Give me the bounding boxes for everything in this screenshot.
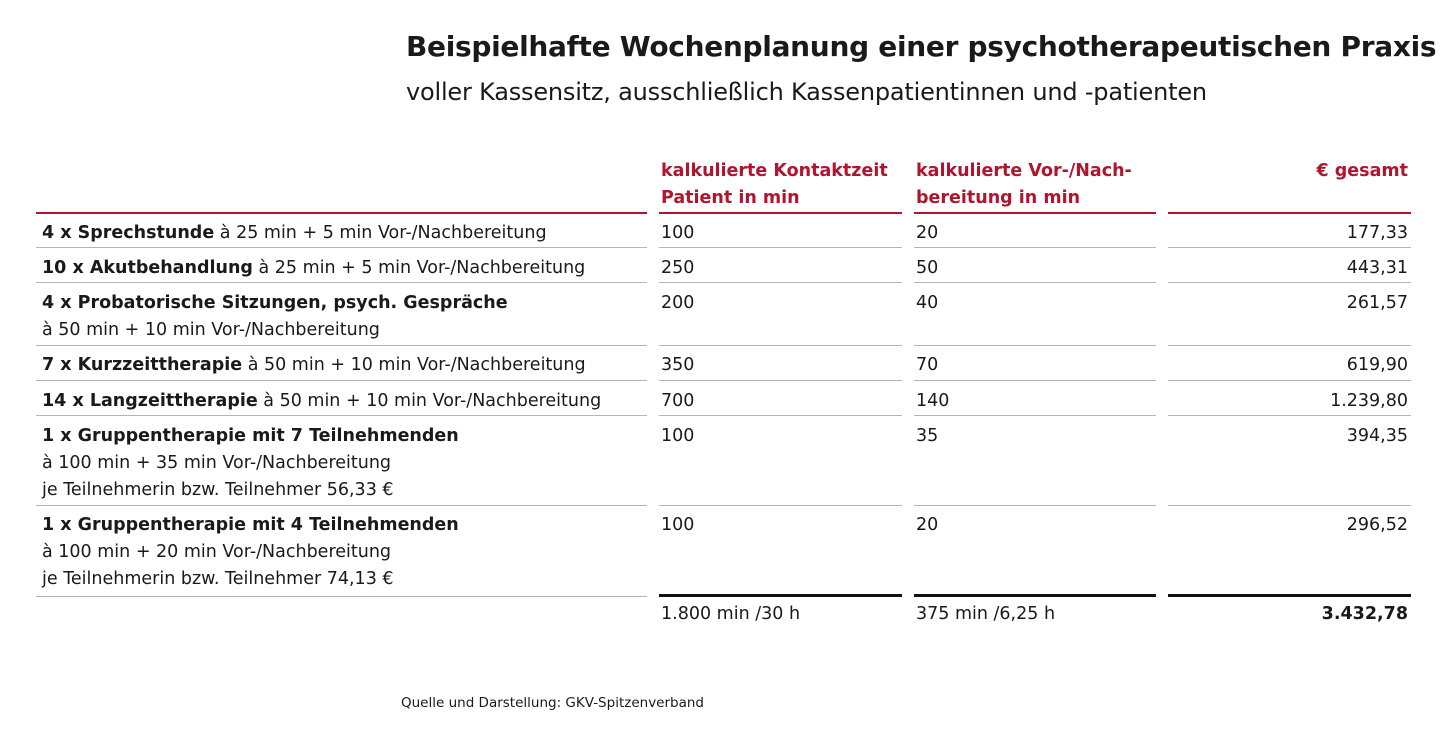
row-activity: 10 x Akutbehandlung [42,258,253,278]
row-activity: 1 x Gruppentherapie mit 7 Teilnehmenden [42,426,459,446]
row-separator [1168,282,1411,283]
row-separator [36,282,647,283]
row-detail: à 50 min + 10 min Vor-/Nachbereitung [242,355,586,375]
header-prep-line2: bereitung in min [916,188,1081,208]
row-separator [1168,380,1411,381]
row-separator [914,282,1156,283]
row-separator [659,415,902,416]
row-description-line1: 10 x Akutbehandlung à 25 min + 5 min Vor… [42,255,585,282]
row-detail: à 50 min + 10 min Vor-/Nachbereitung [257,391,602,411]
row-separator [659,380,902,381]
total-rule [914,594,1156,597]
total-contact: 1.800 min /30 h [661,604,801,624]
row-contact-time: 350 [661,355,695,375]
header-total-label: € gesamt [1316,161,1409,181]
header-rule [914,212,1156,214]
row-description-line2: à 100 min + 20 min Vor-/Nachbereitung [42,542,392,562]
row-description-line1: 7 x Kurzzeittherapie à 50 min + 10 min V… [42,352,586,379]
row-activity: 4 x Probatorische Sitzungen, psych. Gesp… [42,293,508,313]
header-contact-time: kalkulierte Kontaktzeit Patient in min [661,158,888,212]
header-rule [1168,212,1411,214]
row-description-line2: à 50 min + 10 min Vor-/Nachbereitung [42,320,380,340]
row-description: 1 x Gruppentherapie mit 7 Teilnehmenden à… [42,423,459,504]
row-separator [36,247,647,248]
row-detail: à 25 min + 5 min Vor-/Nachbereitung [252,258,586,278]
page-title: Beispielhafte Wochenplanung einer psycho… [406,30,1437,63]
row-description: 4 x Probatorische Sitzungen, psych. Gesp… [42,290,508,344]
row-prep-time: 50 [916,258,939,278]
header-prep-line1: kalkulierte Vor-/Nach- [916,161,1132,181]
row-total: 619,90 [1346,355,1408,375]
row-separator [659,247,902,248]
header-rule [36,212,647,214]
header-prep-time: kalkulierte Vor-/Nach- bereitung in min [916,158,1132,212]
row-contact-time: 250 [661,258,695,278]
header-contact-line2: Patient in min [661,188,800,208]
row-description-line1: 1 x Gruppentherapie mit 7 Teilnehmenden [42,423,459,450]
row-description-line1: 1 x Gruppentherapie mit 4 Teilnehmenden [42,512,459,539]
row-separator [914,380,1156,381]
header-rule [659,212,902,214]
row-total: 443,31 [1346,258,1408,278]
row-prep-time: 20 [916,515,939,535]
row-description-line3: je Teilnehmerin bzw. Teilnehmer 74,13 € [42,569,394,589]
row-separator [659,345,902,346]
row-separator [659,282,902,283]
row-prep-time: 40 [916,293,939,313]
row-description: 10 x Akutbehandlung à 25 min + 5 min Vor… [42,255,585,282]
row-prep-time: 35 [916,426,939,446]
source-note: Quelle und Darstellung: GKV-Spitzenverba… [401,695,705,711]
row-activity: 1 x Gruppentherapie mit 4 Teilnehmenden [42,515,459,535]
row-description: 4 x Sprechstunde à 25 min + 5 min Vor-/N… [42,220,547,247]
row-total: 177,33 [1346,223,1408,243]
row-prep-time: 70 [916,355,939,375]
row-description: 14 x Langzeittherapie à 50 min + 10 min … [42,388,601,415]
row-separator [1168,505,1411,506]
row-separator [1168,415,1411,416]
row-total: 261,57 [1346,293,1408,313]
row-description-line1: 4 x Probatorische Sitzungen, psych. Gesp… [42,290,508,317]
total-prep: 375 min /6,25 h [916,604,1056,624]
header-contact-line1: kalkulierte Kontaktzeit [661,161,888,181]
header-total: € gesamt [1317,158,1409,185]
total-sum: 3.432,78 [1321,604,1408,624]
row-total: 296,52 [1346,515,1408,535]
row-description: 7 x Kurzzeittherapie à 50 min + 10 min V… [42,352,586,379]
row-description-line1: 4 x Sprechstunde à 25 min + 5 min Vor-/N… [42,220,547,247]
row-separator [1168,345,1411,346]
page-subtitle: voller Kassensitz, ausschließlich Kassen… [406,78,1207,106]
row-contact-time: 700 [661,391,695,411]
row-separator [36,505,647,506]
row-contact-time: 100 [661,515,695,535]
row-separator [36,380,647,381]
row-description-line1: 14 x Langzeittherapie à 50 min + 10 min … [42,388,601,415]
row-separator [914,345,1156,346]
row-prep-time: 140 [916,391,950,411]
row-contact-time: 100 [661,426,695,446]
row-activity: 7 x Kurzzeittherapie [42,355,243,375]
row-contact-time: 100 [661,223,695,243]
row-description-line3: je Teilnehmerin bzw. Teilnehmer 56,33 € [42,480,394,500]
row-separator [1168,247,1411,248]
row-prep-time: 20 [916,223,939,243]
row-total: 394,35 [1346,426,1408,446]
row-separator [914,415,1156,416]
row-contact-time: 200 [661,293,695,313]
row-total: 1.239,80 [1330,391,1408,411]
row-separator [36,345,647,346]
row-separator [36,596,647,597]
row-activity: 4 x Sprechstunde [42,223,215,243]
row-separator [36,415,647,416]
row-activity: 14 x Langzeittherapie [42,391,258,411]
row-detail: à 25 min + 5 min Vor-/Nachbereitung [214,223,547,243]
row-separator [914,505,1156,506]
row-separator [914,247,1156,248]
row-description: 1 x Gruppentherapie mit 4 Teilnehmenden à… [42,512,459,593]
row-separator [659,505,902,506]
total-rule [659,594,902,597]
total-rule [1168,594,1411,597]
row-description-line2: à 100 min + 35 min Vor-/Nachbereitung [42,453,392,473]
